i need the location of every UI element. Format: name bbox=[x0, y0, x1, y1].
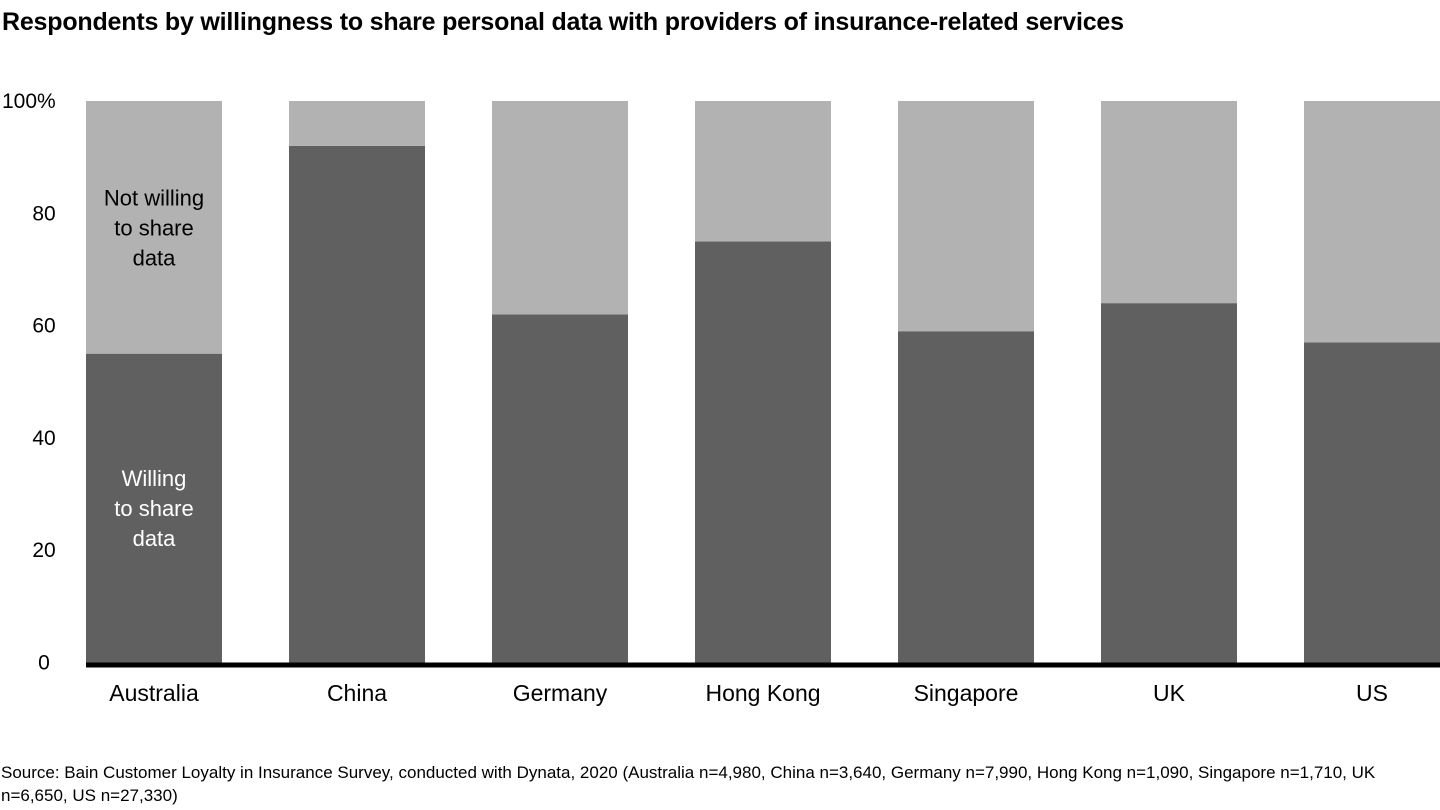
chart-title: Respondents by willingness to share pers… bbox=[2, 8, 1124, 36]
y-tick-label: 80 bbox=[32, 202, 55, 225]
segment-label-line: to share bbox=[114, 215, 194, 240]
bar-segment-not-willing bbox=[1101, 101, 1237, 304]
x-tick-label: Hong Kong bbox=[705, 680, 820, 706]
x-tick-label: Germany bbox=[513, 680, 608, 706]
x-tick-label: Australia bbox=[109, 680, 199, 706]
bar-segment-not-willing bbox=[86, 101, 222, 354]
y-tick-label: 100% bbox=[2, 90, 56, 113]
y-tick-label: 40 bbox=[32, 427, 55, 450]
segment-label-not-willing: Not willing to share data bbox=[104, 185, 204, 270]
segment-label-line: Not willing bbox=[104, 185, 204, 210]
y-tick-label: 0 bbox=[38, 652, 50, 675]
bar-segment-willing bbox=[898, 331, 1034, 663]
y-tick-label: 60 bbox=[32, 315, 55, 338]
y-axis-ticks: 0 20 40 60 80 100% bbox=[2, 90, 56, 675]
x-tick-label: US bbox=[1356, 680, 1388, 706]
bar-segment-not-willing bbox=[898, 101, 1034, 332]
bars bbox=[86, 101, 1440, 663]
bar-segment-willing bbox=[1304, 342, 1440, 663]
segment-labels: Willing to share data Not willing to share da… bbox=[104, 185, 204, 551]
y-tick-label: 20 bbox=[32, 539, 55, 562]
bar-segment-not-willing bbox=[289, 101, 425, 146]
x-tick-label: Singapore bbox=[914, 680, 1019, 706]
x-axis-baseline bbox=[86, 662, 1440, 668]
bar-segment-not-willing bbox=[1304, 101, 1440, 343]
segment-label-line: Willing bbox=[122, 466, 187, 491]
x-tick-label: UK bbox=[1153, 680, 1186, 706]
bar-segment-willing bbox=[289, 145, 425, 663]
segment-label-willing: Willing to share data bbox=[114, 466, 194, 551]
bar-segment-willing bbox=[1101, 303, 1237, 663]
x-axis-labels: Australia China Germany Hong Kong Singapore U… bbox=[109, 680, 1388, 706]
segment-label-line: data bbox=[133, 245, 177, 270]
segment-label-line: data bbox=[133, 526, 177, 551]
bar-segment-not-willing bbox=[492, 101, 628, 315]
x-tick-label: China bbox=[327, 680, 387, 706]
bar-segment-not-willing bbox=[695, 101, 831, 242]
bar-segment-willing bbox=[492, 314, 628, 663]
bar-segment-willing bbox=[86, 353, 222, 663]
bar-segment-willing bbox=[695, 241, 831, 663]
source-note: Source: Bain Customer Loyalty in Insuran… bbox=[1, 763, 1376, 805]
segment-label-line: to share bbox=[114, 496, 194, 521]
